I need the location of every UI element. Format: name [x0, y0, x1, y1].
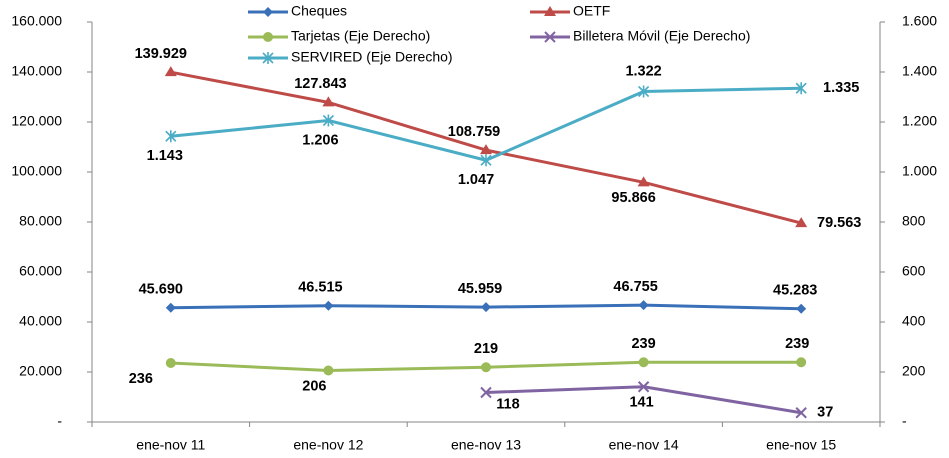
data-point [796, 357, 807, 368]
data-point [165, 130, 177, 143]
data-point [795, 407, 807, 419]
data-label: 118 [496, 396, 519, 412]
data-point [164, 66, 177, 77]
y-tick-label: 120.000 [11, 113, 62, 129]
legend-marker [263, 7, 273, 17]
data-point [638, 85, 650, 98]
y2-tick-label: 800 [902, 213, 926, 229]
data-point [481, 362, 491, 373]
y-tick-label: 160.000 [11, 13, 62, 29]
data-label: 45.959 [458, 281, 502, 297]
data-label: 236 [129, 371, 153, 387]
data-point [795, 217, 808, 228]
data-label: 206 [302, 378, 326, 394]
legend-marker [262, 52, 274, 64]
data-label: 1.143 [147, 148, 183, 164]
legend-label: Tarjetas (Eje Derecho) [291, 28, 430, 44]
y2-tick-label: 600 [902, 263, 926, 279]
y2-tick-label: 1.000 [902, 163, 937, 179]
data-label: 141 [629, 395, 653, 411]
y-tick-label: 20.000 [19, 363, 62, 379]
y-tick-label: 60.000 [19, 263, 62, 279]
data-label: 139.929 [135, 46, 187, 62]
data-point [637, 381, 650, 393]
data-point [480, 154, 492, 167]
y-tick-label: 40.000 [19, 313, 62, 329]
y-tick-label: 80.000 [19, 213, 62, 229]
data-label: 219 [474, 341, 498, 357]
data-label: 239 [631, 336, 655, 352]
data-label: 46.515 [298, 280, 342, 296]
y2-tick-label: 1.200 [902, 113, 937, 129]
x-tick-label: ene-nov 11 [136, 437, 205, 453]
data-point [322, 114, 334, 127]
legend-marker [544, 6, 556, 16]
x-tick-label: ene-nov 15 [766, 437, 836, 453]
legend-label: OETF [573, 3, 610, 19]
legend-label: Cheques [291, 3, 347, 19]
x-tick-label: ene-nov 14 [609, 437, 679, 453]
data-label: 1.206 [302, 132, 338, 148]
data-label: 79.563 [817, 215, 861, 231]
data-point [796, 303, 807, 314]
data-point [165, 302, 176, 313]
legend-label: Billetera Móvil (Eje Derecho) [573, 28, 750, 44]
data-point [322, 96, 335, 107]
data-point [480, 144, 492, 155]
data-label: 46.755 [613, 279, 657, 295]
data-label: 45.690 [139, 282, 183, 298]
y2-tick-label: - [902, 413, 907, 429]
data-point [638, 300, 649, 311]
y-tick-label: 140.000 [11, 63, 62, 79]
y-tick-label: 100.000 [11, 163, 62, 179]
x-tick-label: ene-nov 12 [293, 437, 363, 453]
data-label: 95.866 [611, 190, 655, 206]
data-point [480, 386, 492, 399]
data-label: 239 [785, 336, 809, 352]
x-tick-label: ene-nov 13 [451, 437, 521, 453]
data-point [637, 176, 650, 187]
legend-marker [263, 32, 273, 42]
data-label: 1.322 [625, 63, 661, 79]
data-point [795, 82, 807, 95]
y2-tick-label: 400 [902, 313, 926, 329]
data-point [638, 357, 649, 368]
data-label: 1.335 [823, 80, 859, 96]
data-point [165, 358, 176, 368]
data-point [481, 302, 491, 313]
legend-label: SERVIRED (Eje Derecho) [291, 49, 453, 65]
data-label: 127.843 [294, 76, 346, 92]
data-label: 45.283 [773, 283, 817, 299]
data-label: 108.759 [448, 124, 500, 140]
y2-tick-label: 1.400 [902, 63, 937, 79]
y2-tick-label: 1.600 [902, 13, 937, 29]
data-label: 1.047 [458, 172, 494, 188]
legend-marker [544, 31, 556, 43]
data-point [323, 365, 334, 376]
data-point [323, 300, 334, 311]
y2-tick-label: 200 [902, 363, 926, 379]
data-label: 37 [817, 405, 833, 421]
y-tick-label: - [57, 413, 62, 429]
